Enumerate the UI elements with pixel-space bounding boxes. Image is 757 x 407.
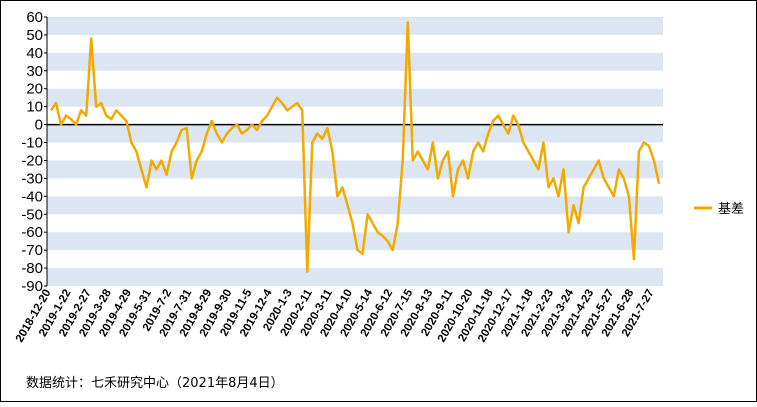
grid-band [47,124,663,143]
y-tick-label: 10 [26,99,43,116]
y-tick-label: -50 [21,206,43,223]
y-tick-label: -60 [21,224,43,241]
y-tick-label: -80 [21,260,43,277]
y-tick-label: 30 [26,63,43,80]
y-tick-label: -10 [21,135,43,152]
y-tick-label: 20 [26,81,43,98]
grid-band [47,268,663,286]
y-tick-label: -90 [21,278,43,295]
grid-band [47,160,663,179]
grid-band [47,88,663,107]
grid-band [47,52,663,71]
y-tick-label: -70 [21,242,43,259]
annotation: 数据统计：七禾研究中心（2021年8月4日） [26,376,284,391]
grid-band [47,17,663,35]
y-tick-label: 0 [35,117,43,134]
y-tick-label: -40 [21,188,43,205]
y-tick-label: -30 [21,170,43,187]
y-tick-label: 60 [26,9,43,26]
grid-band [47,196,663,215]
y-tick-label: -20 [21,152,43,169]
y-tick-label: 50 [26,27,43,44]
legend-label: 基差 [718,202,744,217]
y-tick-label: 40 [26,45,43,62]
series-line [49,21,661,273]
